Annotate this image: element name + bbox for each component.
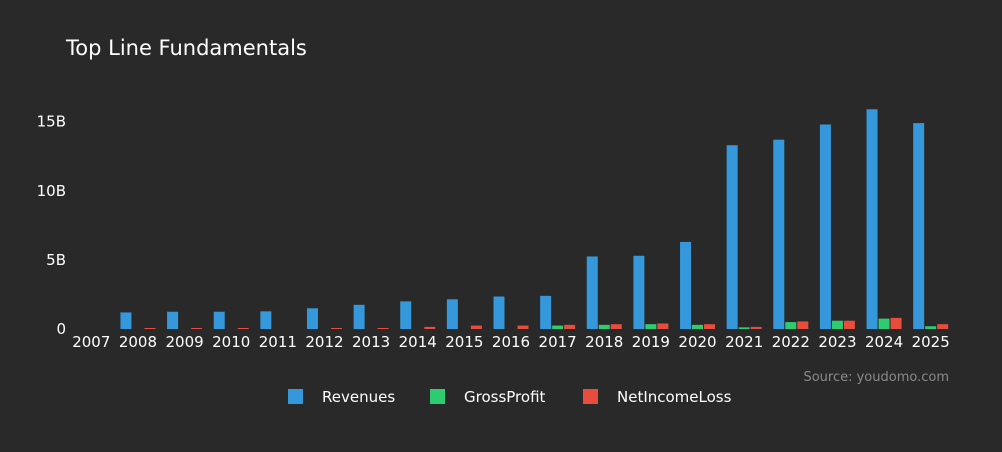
legend-label: Revenues: [322, 388, 395, 406]
legend-item-netincomeloss[interactable]: NetIncomeLoss: [583, 388, 732, 406]
bar-revenues-2017[interactable]: [540, 295, 552, 329]
legend-swatch: [583, 389, 598, 404]
bar-revenues-2025[interactable]: [913, 123, 925, 329]
legend-label: GrossProfit: [464, 388, 546, 406]
bar-revenues-2014[interactable]: [400, 301, 412, 329]
bar-grossprofit-2018[interactable]: [598, 324, 610, 329]
bar-revenues-2019[interactable]: [633, 255, 645, 329]
legend-swatch: [288, 389, 303, 404]
bar-revenues-2024[interactable]: [866, 109, 878, 329]
bar-revenues-2009[interactable]: [167, 311, 179, 329]
bar-grossprofit-2017[interactable]: [552, 325, 564, 329]
bar-grossprofit-2020[interactable]: [692, 324, 704, 329]
bar-netincomeloss-2025[interactable]: [937, 324, 949, 329]
x-tick-label: 2017: [539, 333, 577, 351]
bar-netincomeloss-2022[interactable]: [797, 321, 809, 329]
source-note: Source: youdomo.com: [803, 370, 949, 385]
bar-netincomeloss-2024[interactable]: [890, 317, 902, 329]
legend-label: NetIncomeLoss: [617, 388, 732, 406]
x-tick-label: 2012: [305, 333, 343, 351]
x-tick-label: 2008: [119, 333, 157, 351]
legend-item-revenues[interactable]: Revenues: [288, 388, 395, 406]
x-tick-label: 2013: [352, 333, 390, 351]
legend-swatch: [430, 389, 445, 404]
x-tick-label: 2023: [818, 333, 856, 351]
bar-revenues-2015[interactable]: [446, 299, 458, 329]
x-tick-label: 2014: [399, 333, 437, 351]
bar-netincomeloss-2012[interactable]: [330, 328, 342, 329]
y-tick-label: 0: [56, 320, 66, 338]
legend[interactable]: Revenues GrossProfit NetIncomeLoss: [288, 388, 732, 406]
bar-netincomeloss-2020[interactable]: [704, 324, 716, 329]
bar-revenues-2022[interactable]: [773, 139, 785, 329]
bars-group: [120, 109, 949, 329]
bar-revenues-2010[interactable]: [213, 311, 225, 329]
y-axis: 0 5B 10B 15B: [37, 113, 66, 338]
bar-grossprofit-2023[interactable]: [831, 320, 843, 329]
bar-revenues-2012[interactable]: [306, 308, 318, 329]
bar-netincomeloss-2019[interactable]: [657, 323, 669, 329]
bar-netincomeloss-2016[interactable]: [517, 325, 529, 329]
x-tick-label: 2022: [772, 333, 810, 351]
bar-netincomeloss-2008[interactable]: [144, 328, 156, 329]
bar-revenues-2008[interactable]: [120, 312, 132, 329]
x-tick-label: 2015: [445, 333, 483, 351]
x-tick-label: 2010: [212, 333, 250, 351]
x-tick-label: 2007: [72, 333, 110, 351]
y-tick-label: 15B: [37, 113, 66, 131]
y-tick-label: 5B: [46, 251, 66, 269]
bar-grossprofit-2024[interactable]: [878, 318, 890, 329]
x-tick-label: 2018: [585, 333, 623, 351]
x-tick-label: 2021: [725, 333, 763, 351]
x-tick-label: 2025: [912, 333, 950, 351]
x-tick-label: 2011: [259, 333, 297, 351]
y-tick-label: 10B: [37, 182, 66, 200]
bar-netincomeloss-2010[interactable]: [237, 328, 249, 329]
bar-grossprofit-2021[interactable]: [738, 327, 750, 329]
bar-netincomeloss-2021[interactable]: [750, 326, 762, 329]
bar-revenues-2011[interactable]: [260, 311, 272, 329]
bar-revenues-2013[interactable]: [353, 304, 365, 329]
bar-revenues-2020[interactable]: [680, 241, 692, 329]
x-axis: 2007 2008 2009 2010 2011 2012 2013 2014 2015 2016…: [72, 333, 950, 351]
bar-revenues-2023[interactable]: [819, 124, 831, 329]
x-tick-label: 2024: [865, 333, 903, 351]
x-tick-label: 2019: [632, 333, 670, 351]
bar-netincomeloss-2013[interactable]: [377, 328, 389, 329]
bar-netincomeloss-2009[interactable]: [191, 328, 203, 329]
bar-netincomeloss-2015[interactable]: [470, 325, 482, 329]
bar-grossprofit-2019[interactable]: [645, 324, 657, 329]
legend-item-grossprofit[interactable]: GrossProfit: [430, 388, 546, 406]
bar-revenues-2018[interactable]: [586, 256, 598, 329]
bar-grossprofit-2022[interactable]: [785, 322, 797, 329]
bar-revenues-2016[interactable]: [493, 296, 505, 329]
bar-netincomeloss-2023[interactable]: [843, 320, 855, 329]
bar-netincomeloss-2017[interactable]: [564, 324, 576, 329]
bar-grossprofit-2025[interactable]: [925, 326, 937, 329]
bar-netincomeloss-2018[interactable]: [610, 324, 622, 329]
x-tick-label: 2016: [492, 333, 530, 351]
bar-revenues-2021[interactable]: [726, 145, 738, 329]
x-tick-label: 2009: [165, 333, 203, 351]
bar-netincomeloss-2014[interactable]: [424, 326, 436, 329]
chart-title: Top Line Fundamentals: [65, 36, 307, 60]
x-tick-label: 2020: [678, 333, 716, 351]
